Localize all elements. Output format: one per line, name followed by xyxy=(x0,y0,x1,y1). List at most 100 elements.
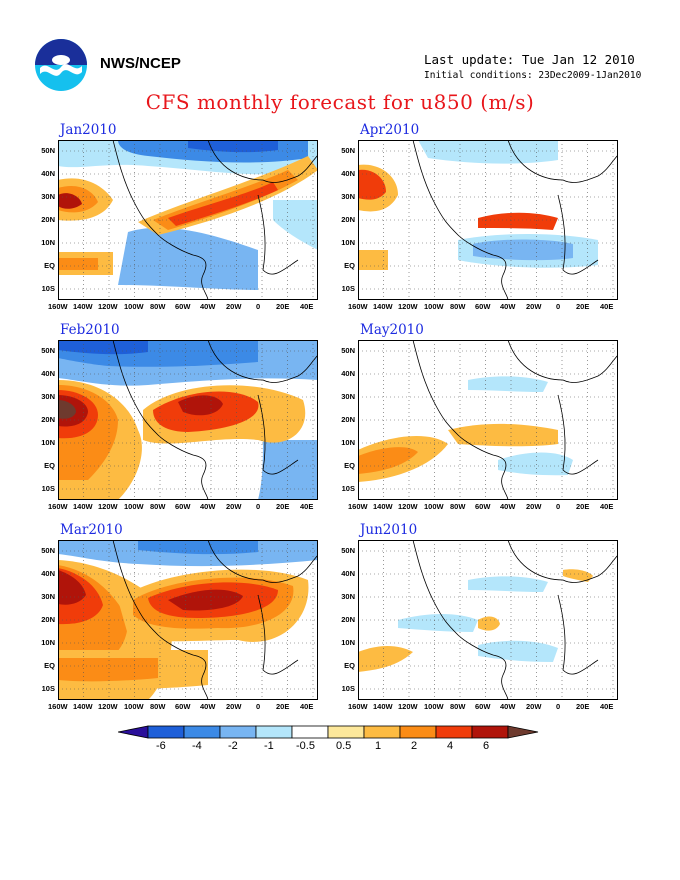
lon-label: 40E xyxy=(600,702,614,711)
lon-label: 40E xyxy=(300,302,314,311)
panel-title-jan: Jan2010 xyxy=(60,122,117,138)
lon-label: 0 xyxy=(256,702,261,711)
lat-label: 20N xyxy=(41,215,55,224)
lat-label: 10S xyxy=(41,484,55,493)
lon-label: 20W xyxy=(226,502,242,511)
map-panel-mar xyxy=(58,540,318,700)
lon-label: 20E xyxy=(576,702,590,711)
lat-label: EQ xyxy=(344,661,355,670)
lat-label: EQ xyxy=(44,661,55,670)
lon-label: 80W xyxy=(450,502,466,511)
lat-label: 10S xyxy=(41,684,55,693)
lon-label: 100W xyxy=(424,302,444,311)
lon-label: 140W xyxy=(73,302,93,311)
lon-label: 20E xyxy=(276,302,290,311)
lon-label: 160W xyxy=(348,302,368,311)
lat-label: 10S xyxy=(341,484,355,493)
lat-label: 20N xyxy=(341,415,355,424)
lon-label: 80W xyxy=(450,302,466,311)
lat-label: 40N xyxy=(41,369,55,378)
lon-label: 120W xyxy=(98,302,118,311)
lat-label: 50N xyxy=(341,146,355,155)
lon-label: 40W xyxy=(200,302,216,311)
graticule xyxy=(58,540,318,700)
lon-label: 100W xyxy=(424,502,444,511)
lat-label: 10N xyxy=(41,238,55,247)
lon-label: 80W xyxy=(150,702,166,711)
lon-label: 160W xyxy=(348,702,368,711)
colorbar-cell xyxy=(363,725,401,739)
lon-label: 160W xyxy=(48,302,68,311)
lon-label: 120W xyxy=(98,502,118,511)
lon-label: 20W xyxy=(526,702,542,711)
panel-title-mar: Mar2010 xyxy=(60,522,123,538)
lon-label: 40W xyxy=(200,702,216,711)
lat-label: 40N xyxy=(41,169,55,178)
lon-label: 40W xyxy=(500,302,516,311)
lat-label: 30N xyxy=(341,592,355,601)
panel-title-feb: Feb2010 xyxy=(60,322,120,338)
lon-label: 20E xyxy=(576,302,590,311)
lat-label: 30N xyxy=(341,192,355,201)
lat-label: 40N xyxy=(41,569,55,578)
lat-label: 10N xyxy=(341,438,355,447)
lon-label: 120W xyxy=(98,702,118,711)
lon-label: 20W xyxy=(526,302,542,311)
last-update: Last update: Tue Jan 12 2010 xyxy=(424,52,635,67)
lat-label: 10S xyxy=(341,284,355,293)
lat-label: 30N xyxy=(41,592,55,601)
colorbar xyxy=(118,725,539,739)
colorbar-cell xyxy=(435,725,473,739)
lon-label: 40E xyxy=(600,302,614,311)
map-panel-jan xyxy=(58,140,318,300)
colorbar-end-low xyxy=(118,725,149,739)
colorbar-label: 6 xyxy=(483,740,490,752)
lon-label: 60W xyxy=(475,502,491,511)
colorbar-label: 2 xyxy=(411,740,418,752)
lon-label: 80W xyxy=(150,302,166,311)
lon-label: 140W xyxy=(73,702,93,711)
graticule xyxy=(58,140,318,300)
lat-label: 10N xyxy=(41,638,55,647)
lat-label: 50N xyxy=(41,546,55,555)
graticule xyxy=(58,340,318,500)
lat-label: 10N xyxy=(41,438,55,447)
colorbar-cell xyxy=(327,725,365,739)
lat-label: 40N xyxy=(341,569,355,578)
colorbar-cell xyxy=(291,725,329,739)
lon-label: 80W xyxy=(150,502,166,511)
colorbar-cell xyxy=(219,725,257,739)
lat-label: EQ xyxy=(44,261,55,270)
colorbar-cell xyxy=(471,725,509,739)
lat-label: 20N xyxy=(341,215,355,224)
lon-label: 0 xyxy=(256,502,261,511)
lon-label: 80W xyxy=(450,702,466,711)
lon-label: 100W xyxy=(124,302,144,311)
lon-label: 20W xyxy=(226,702,242,711)
lon-label: 120W xyxy=(398,702,418,711)
lat-label: 40N xyxy=(341,369,355,378)
lat-label: 20N xyxy=(341,615,355,624)
map-panel-jun xyxy=(358,540,618,700)
panel-title-jun: Jun2010 xyxy=(360,522,418,538)
lon-label: 20W xyxy=(226,302,242,311)
lon-label: 140W xyxy=(73,502,93,511)
lon-label: 60W xyxy=(175,702,191,711)
lat-label: 30N xyxy=(41,392,55,401)
colorbar-cell xyxy=(255,725,293,739)
org-name: NWS/NCEP xyxy=(100,55,181,72)
lat-label: 40N xyxy=(341,169,355,178)
colorbar-label: 1 xyxy=(375,740,382,752)
graticule xyxy=(358,340,618,500)
lon-label: 40W xyxy=(500,502,516,511)
lon-label: 160W xyxy=(48,502,68,511)
colorbar-cell xyxy=(399,725,437,739)
lon-label: 140W xyxy=(373,502,393,511)
lat-label: EQ xyxy=(344,261,355,270)
lat-label: 10N xyxy=(341,238,355,247)
panel-title-apr: Apr2010 xyxy=(360,122,420,138)
lat-label: 30N xyxy=(41,192,55,201)
lon-label: 40W xyxy=(200,502,216,511)
colorbar-label: 0.5 xyxy=(336,740,352,752)
lon-label: 0 xyxy=(556,702,561,711)
